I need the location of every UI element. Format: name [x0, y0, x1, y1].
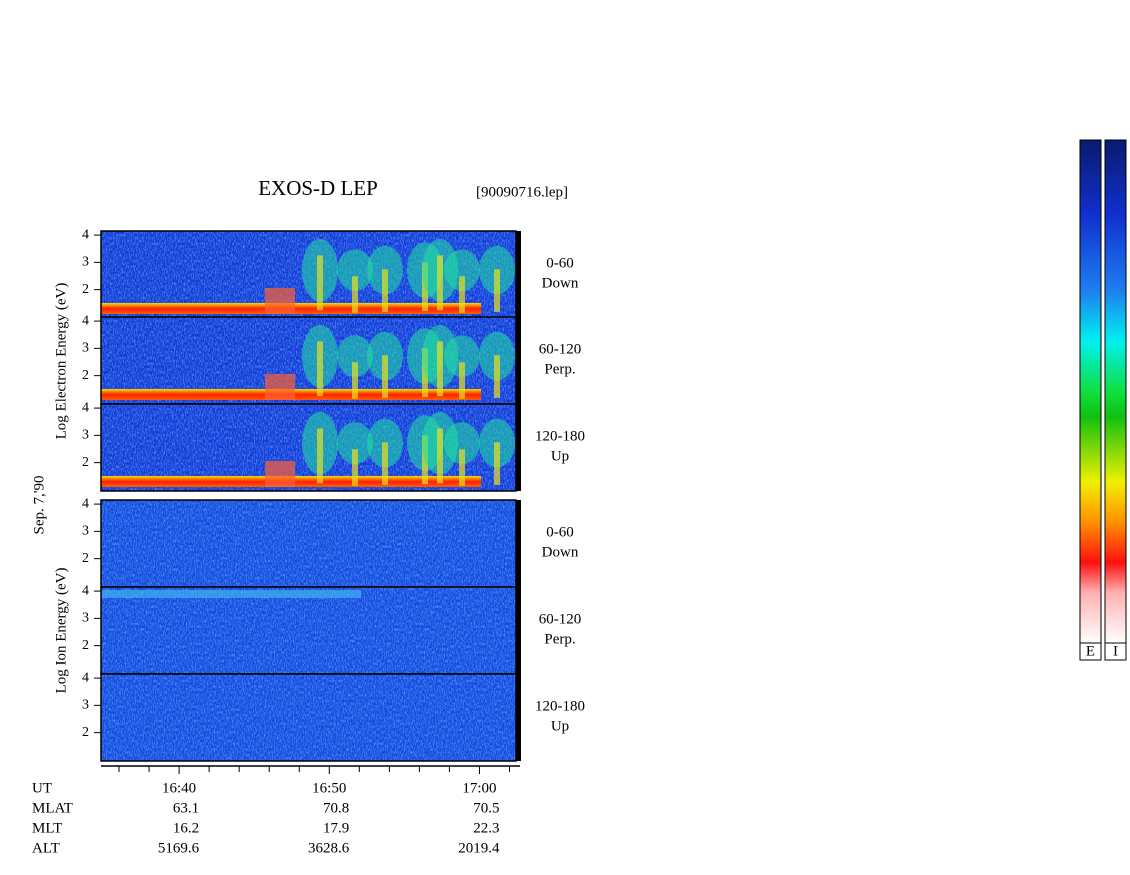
emission-core [494, 355, 500, 398]
chart-title: EXOS-D LEP [258, 176, 378, 200]
emission-core [382, 269, 388, 312]
y-tick-label: 3 [82, 524, 89, 539]
y-tick-label: 2 [82, 638, 89, 653]
colorbar-label-box [1079, 642, 1102, 661]
ephemeris-value: 16.2 [173, 820, 199, 836]
panel-edge [516, 587, 521, 674]
colorbar [1104, 139, 1127, 644]
y-tick-label: 4 [82, 670, 89, 685]
emission-core [459, 362, 465, 399]
ephemeris-value: 63.1 [173, 800, 199, 816]
emission-core [437, 255, 443, 311]
spectrogram-noise [101, 500, 516, 587]
emission [337, 422, 373, 465]
emission-core [265, 374, 295, 400]
y-tick-label: 3 [82, 611, 89, 626]
emission-core [352, 362, 358, 399]
panel-label: Perp. [544, 631, 575, 647]
y-tick-label: 3 [82, 341, 89, 356]
date-label: Sep. 7,'90 [31, 476, 47, 535]
y-axis-label: Log Electron Energy (eV) [53, 283, 69, 440]
ephemeris-value: 3628.6 [308, 840, 350, 856]
emission-core [494, 442, 500, 485]
emission-core [382, 442, 388, 485]
emission [337, 249, 373, 292]
panel-label: Up [551, 448, 569, 464]
ephemeris-value: 5169.6 [158, 840, 200, 856]
x-tick-label: 16:40 [162, 780, 196, 796]
panel-label: 0-60 [546, 255, 574, 271]
emission-core [352, 276, 358, 313]
ephemeris-label: MLAT [32, 800, 73, 816]
emission [337, 335, 373, 378]
ephemeris-label: MLT [32, 820, 62, 836]
panel-label: Up [551, 718, 569, 734]
spectrogram-noise [101, 587, 516, 674]
emission-core [265, 461, 295, 487]
emission-core [317, 255, 323, 311]
y-axis-label: Log Ion Energy (eV) [53, 568, 69, 694]
ephemeris-value: 2019.4 [458, 840, 500, 856]
panel-label: 60-120 [539, 341, 582, 357]
y-tick-label: 4 [82, 400, 89, 415]
panel-label: 60-120 [539, 611, 582, 627]
panel-label: 0-60 [546, 524, 574, 540]
colorbar-label: I [1113, 643, 1118, 659]
emission-core [382, 355, 388, 398]
ephemeris-value: 70.8 [323, 800, 349, 816]
colorbar-label-box [1104, 642, 1127, 661]
emission-core [352, 449, 358, 486]
emission-core [437, 341, 443, 397]
panel-label: Down [542, 275, 579, 291]
y-tick-label: 4 [82, 496, 89, 511]
colorbar [1079, 139, 1102, 644]
ephemeris-label: UT [32, 780, 52, 796]
emission-core [317, 428, 323, 484]
y-tick-label: 2 [82, 455, 89, 470]
panel-label: 120-180 [535, 428, 585, 444]
y-tick-label: 4 [82, 227, 89, 242]
y-tick-label: 4 [82, 583, 89, 598]
x-tick-label: 17:00 [462, 780, 496, 796]
panel-label: Down [542, 544, 579, 560]
panel-edge [516, 500, 521, 587]
y-tick-label: 2 [82, 368, 89, 383]
colorbar-label: E [1086, 643, 1095, 659]
y-tick-label: 2 [82, 282, 89, 297]
panel-edge [516, 231, 521, 318]
y-tick-label: 3 [82, 428, 89, 443]
y-tick-label: 2 [82, 551, 89, 566]
ephemeris-value: 17.9 [323, 820, 349, 836]
emission-core [459, 449, 465, 486]
panel-edge [516, 317, 521, 404]
emission-core [437, 428, 443, 484]
panel-edge [516, 404, 521, 491]
y-tick-label: 3 [82, 255, 89, 270]
ephemeris-label: ALT [32, 840, 60, 856]
x-tick-label: 16:50 [312, 780, 346, 796]
file-name: [90090716.lep] [476, 184, 568, 200]
ephemeris-value: 70.5 [473, 800, 499, 816]
panel-label: Perp. [544, 361, 575, 377]
y-tick-label: 3 [82, 698, 89, 713]
emission-core [494, 269, 500, 312]
emission-core [265, 288, 295, 314]
panel-edge [516, 674, 521, 761]
y-tick-label: 4 [82, 313, 89, 328]
emission-core [459, 276, 465, 313]
ion-band [101, 590, 361, 598]
spectrogram-noise [101, 674, 516, 761]
panel-label: 120-180 [535, 698, 585, 714]
emission-core [317, 341, 323, 397]
ephemeris-value: 22.3 [473, 820, 499, 836]
y-tick-label: 2 [82, 725, 89, 740]
